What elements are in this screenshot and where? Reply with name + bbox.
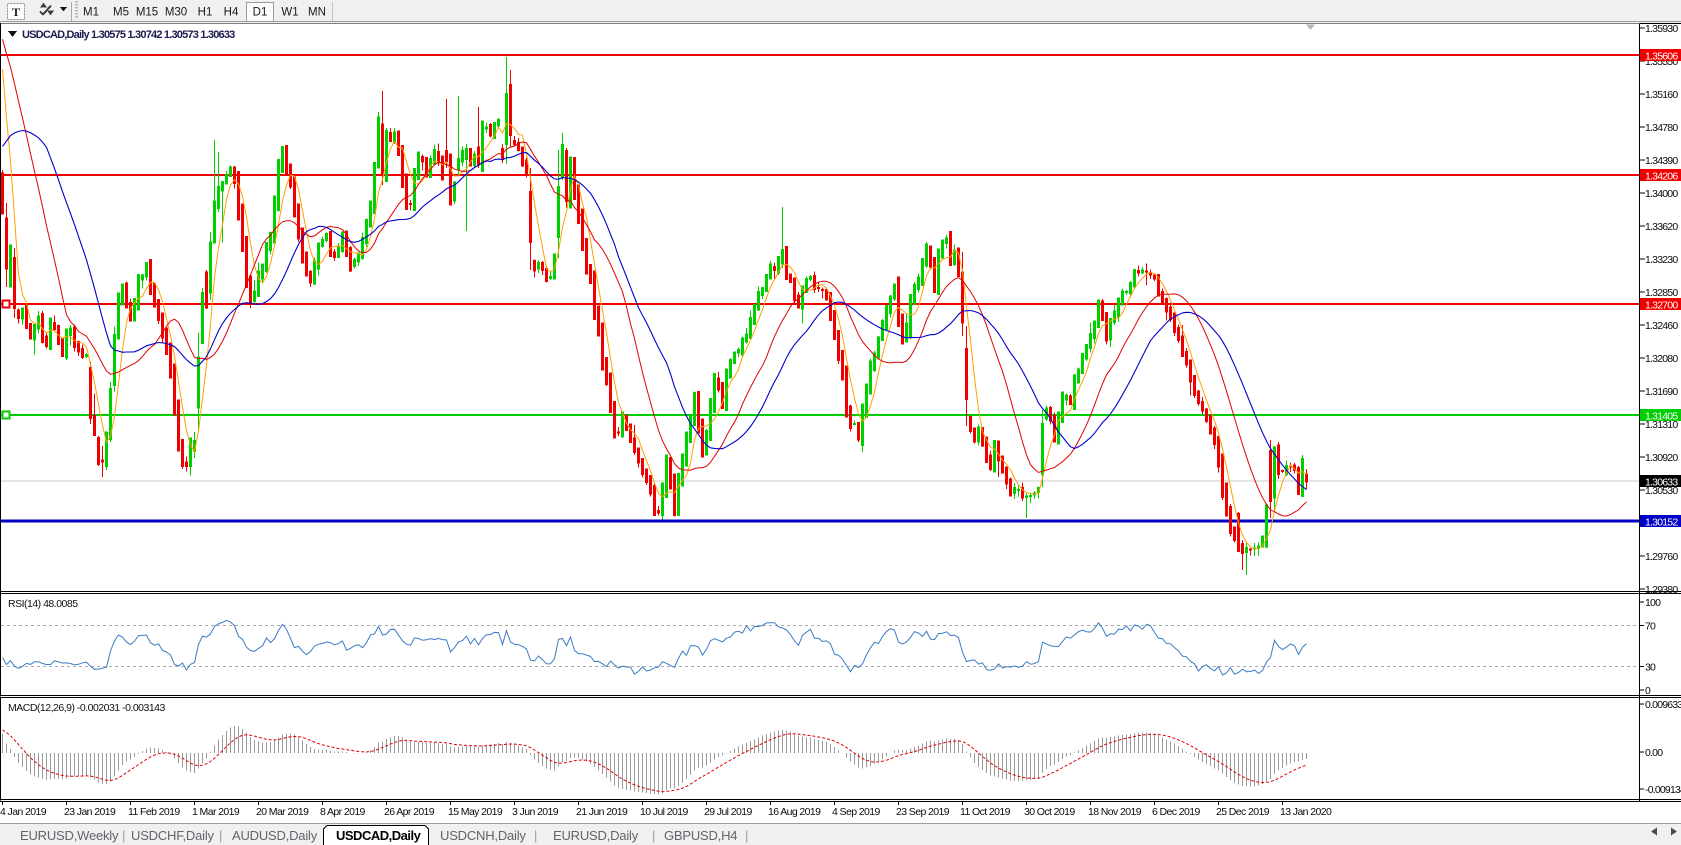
svg-text:USDCHF,Daily: USDCHF,Daily xyxy=(131,828,215,843)
svg-text:M30: M30 xyxy=(165,7,187,19)
svg-text:1.33230: 1.33230 xyxy=(1645,254,1678,266)
svg-text:30: 30 xyxy=(1645,662,1656,674)
svg-text:1.33620: 1.33620 xyxy=(1645,221,1678,233)
svg-text:D1: D1 xyxy=(253,7,268,19)
svg-text:4 Sep 2019: 4 Sep 2019 xyxy=(832,806,880,818)
svg-text:1.31405: 1.31405 xyxy=(1645,411,1678,423)
svg-text:M15: M15 xyxy=(136,7,158,19)
svg-text:3 Jun 2019: 3 Jun 2019 xyxy=(512,806,559,818)
svg-text:RSI(14) 48.0085: RSI(14) 48.0085 xyxy=(8,598,78,610)
svg-text:USDCNH,Daily: USDCNH,Daily xyxy=(440,828,526,843)
svg-text:MACD(12,26,9) -0.002031 -0.003: MACD(12,26,9) -0.002031 -0.003143 xyxy=(8,702,166,714)
svg-text:23 Jan 2019: 23 Jan 2019 xyxy=(64,806,116,818)
svg-text:25 Dec 2019: 25 Dec 2019 xyxy=(1216,806,1270,818)
svg-text:1.32850: 1.32850 xyxy=(1645,287,1678,299)
svg-text:1.34390: 1.34390 xyxy=(1645,155,1678,167)
svg-text:|: | xyxy=(534,828,537,843)
svg-text:H1: H1 xyxy=(198,7,213,19)
svg-text:1 Mar 2019: 1 Mar 2019 xyxy=(192,806,240,818)
svg-text:M5: M5 xyxy=(113,7,129,19)
svg-text:0.00: 0.00 xyxy=(1645,747,1663,759)
svg-text:1.32080: 1.32080 xyxy=(1645,353,1678,365)
svg-text:4 Jan 2019: 4 Jan 2019 xyxy=(0,806,47,818)
svg-text:1.30920: 1.30920 xyxy=(1645,452,1678,464)
svg-text:GBPUSD,H4: GBPUSD,H4 xyxy=(664,828,737,843)
svg-text:100: 100 xyxy=(1645,597,1661,609)
svg-text:T: T xyxy=(12,5,20,19)
svg-text:30 Oct 2019: 30 Oct 2019 xyxy=(1024,806,1075,818)
svg-text:|: | xyxy=(122,828,125,843)
svg-text:29 Jul 2019: 29 Jul 2019 xyxy=(704,806,752,818)
svg-text:1.34000: 1.34000 xyxy=(1645,188,1678,200)
svg-text:AUDUSD,Daily: AUDUSD,Daily xyxy=(232,828,318,843)
svg-text:0.009633: 0.009633 xyxy=(1645,699,1681,711)
svg-text:1.34780: 1.34780 xyxy=(1645,122,1678,134)
svg-text:6 Dec 2019: 6 Dec 2019 xyxy=(1152,806,1200,818)
svg-text:|: | xyxy=(219,828,222,843)
svg-text:21 Jun 2019: 21 Jun 2019 xyxy=(576,806,628,818)
svg-text:1.32700: 1.32700 xyxy=(1645,300,1678,312)
svg-text:70: 70 xyxy=(1645,621,1656,633)
svg-text:1.31690: 1.31690 xyxy=(1645,386,1678,398)
svg-text:1.35160: 1.35160 xyxy=(1645,89,1678,101)
svg-text:26 Apr 2019: 26 Apr 2019 xyxy=(384,806,435,818)
svg-text:1.35606: 1.35606 xyxy=(1645,51,1678,63)
svg-text:|: | xyxy=(652,828,655,843)
svg-text:1.29380: 1.29380 xyxy=(1645,584,1678,596)
svg-text:8 Apr 2019: 8 Apr 2019 xyxy=(320,806,366,818)
svg-text:1.35930: 1.35930 xyxy=(1645,23,1678,35)
svg-text:H4: H4 xyxy=(224,7,239,19)
svg-text:M1: M1 xyxy=(83,7,99,19)
svg-text:15 May 2019: 15 May 2019 xyxy=(448,806,503,818)
svg-text:EURUSD,Weekly: EURUSD,Weekly xyxy=(20,828,119,843)
svg-text:USDCAD,Daily: USDCAD,Daily xyxy=(336,828,422,843)
svg-text:1.29760: 1.29760 xyxy=(1645,551,1678,563)
svg-text:18 Nov 2019: 18 Nov 2019 xyxy=(1088,806,1142,818)
svg-text:20 Mar 2019: 20 Mar 2019 xyxy=(256,806,309,818)
svg-text:1.30633: 1.30633 xyxy=(1645,477,1678,489)
svg-text:1.30530: 1.30530 xyxy=(1645,485,1678,497)
svg-text:11 Feb 2019: 11 Feb 2019 xyxy=(128,806,180,818)
svg-text:USDCAD,Daily 1.30575 1.30742: USDCAD,Daily 1.30575 1.30742 1.30573 1.3… xyxy=(22,29,235,41)
svg-text:16 Aug 2019: 16 Aug 2019 xyxy=(768,806,821,818)
svg-text:1.32460: 1.32460 xyxy=(1645,320,1678,332)
svg-text:1.30152: 1.30152 xyxy=(1645,517,1678,529)
svg-text:11 Oct 2019: 11 Oct 2019 xyxy=(960,806,1011,818)
svg-text:23 Sep 2019: 23 Sep 2019 xyxy=(896,806,950,818)
svg-text:1.34206: 1.34206 xyxy=(1645,171,1678,183)
svg-text:0: 0 xyxy=(1645,685,1651,697)
svg-text:1.31310: 1.31310 xyxy=(1645,419,1678,431)
svg-text:EURUSD,Daily: EURUSD,Daily xyxy=(553,828,639,843)
svg-text:13 Jan 2020: 13 Jan 2020 xyxy=(1280,806,1332,818)
svg-text:MN: MN xyxy=(308,7,326,19)
svg-text:|: | xyxy=(745,828,748,843)
svg-text:W1: W1 xyxy=(281,7,298,19)
svg-text:10 Jul 2019: 10 Jul 2019 xyxy=(640,806,688,818)
